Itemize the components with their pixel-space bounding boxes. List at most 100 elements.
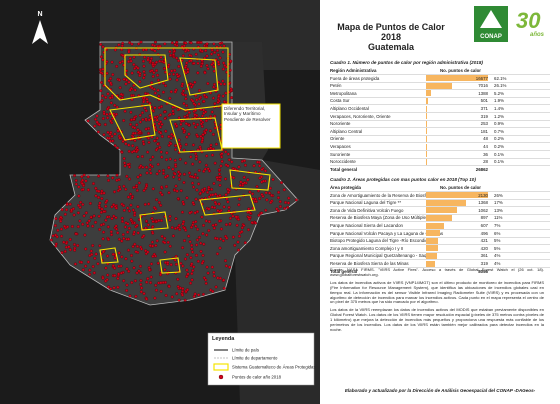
hotspot [269, 200, 273, 204]
hotspot [175, 292, 179, 296]
row-value: 16677 [475, 75, 488, 81]
column-header: Región Administrativa [330, 68, 377, 73]
hotspot [142, 48, 145, 52]
hotspot [194, 152, 198, 156]
hotspot [159, 55, 163, 59]
hotspot [126, 222, 130, 226]
hotspot [142, 59, 145, 63]
hotspot [148, 114, 152, 118]
hotspot [189, 281, 193, 285]
hotspot [110, 217, 114, 220]
table-row: Fuera de áreas protegida 16677 62.1% [330, 75, 550, 83]
hotspot [213, 102, 217, 106]
hotspot [101, 276, 105, 280]
hotspot [132, 83, 136, 87]
hotspot [133, 126, 137, 130]
hotspot [110, 233, 114, 237]
hotspot [268, 186, 272, 190]
hotspot [216, 276, 220, 280]
table-row: Metropolitana 1388 5.2% [330, 90, 550, 98]
hotspot [205, 42, 209, 46]
row-name: Suroriente [330, 151, 351, 157]
logo-text: CONAP [480, 34, 502, 40]
hotspot [187, 234, 191, 238]
row-percent: 6% [494, 230, 501, 236]
row-name: Oriente [330, 136, 345, 142]
hotspot [54, 244, 58, 248]
hotspot [156, 142, 160, 146]
notes: Fuente: NASA FIRMS. "VIIRS Active Fires"… [330, 267, 544, 336]
hotspot [76, 211, 80, 215]
hotspot [168, 214, 172, 218]
hotspot [166, 65, 170, 69]
hotspot [97, 174, 101, 178]
row-value: 48 [483, 136, 488, 142]
hotspot [154, 283, 158, 287]
legend-item: Puntos de calor año 2018 [232, 375, 282, 380]
hotspot [198, 97, 201, 101]
hotspot [193, 292, 197, 296]
row-percent: 1.4% [494, 106, 505, 111]
hotspot [219, 164, 223, 168]
hotspot [181, 293, 184, 297]
hotspot [218, 276, 222, 280]
hotspot [170, 295, 174, 299]
hotspot [237, 165, 241, 169]
hotspot [106, 92, 110, 96]
hotspot [100, 99, 104, 102]
hotspot [114, 112, 118, 116]
hotspot [117, 237, 121, 241]
hotspot [164, 293, 168, 297]
row-value: 371 [480, 106, 488, 111]
hotspot [120, 96, 124, 100]
hotspot [183, 65, 187, 69]
hotspot [178, 157, 182, 161]
hotspot [173, 69, 177, 72]
hotspot [201, 232, 205, 236]
hotspot [193, 113, 197, 117]
hotspot [159, 120, 163, 124]
badge-sub: años [530, 32, 545, 38]
hotspot [139, 173, 142, 177]
row-value: 28 [483, 159, 488, 165]
row-name: Petén [330, 83, 342, 89]
hotspot [178, 172, 182, 176]
hotspot [160, 155, 164, 159]
hotspot [113, 103, 117, 107]
bar-cell: 607 [426, 222, 488, 229]
hotspot [194, 157, 198, 161]
hotspot [184, 41, 188, 45]
hotspot [131, 94, 135, 98]
bar-cell: 1062 [426, 207, 488, 214]
table-row: Parque Nacional Laguna del Tigre ** 1368 1… [330, 199, 550, 208]
hotspot [133, 213, 137, 217]
hotspot [99, 89, 103, 93]
hotspot [158, 59, 162, 63]
hotspot [127, 143, 131, 147]
hotspot [190, 272, 194, 276]
hotspot [53, 224, 57, 228]
hotspot [159, 113, 162, 117]
hotspot [88, 268, 92, 272]
hotspot [214, 192, 218, 196]
hotspot [113, 274, 117, 278]
table-row: Suroriente 36 0.1% [330, 151, 550, 159]
hotspot [198, 160, 202, 164]
hotspot [207, 220, 211, 224]
hotspot [216, 60, 220, 64]
hotspot [189, 82, 193, 86]
hotspot [278, 205, 282, 208]
hotspot [175, 124, 179, 128]
hotspot [97, 123, 101, 127]
hotspot [152, 206, 156, 210]
data-bar [426, 245, 439, 252]
hotspot [255, 185, 259, 189]
row-value: 181 [480, 128, 488, 134]
row-value: 44 [483, 144, 488, 149]
table-row: Noroccidente 28 0.1% [330, 158, 550, 167]
hotspot [181, 210, 184, 214]
hotspot [144, 249, 148, 253]
row-name: Parque Nacional Volcán Pacaya y La Lagun… [330, 230, 444, 236]
hotspot [146, 250, 150, 254]
hotspot [206, 82, 210, 86]
